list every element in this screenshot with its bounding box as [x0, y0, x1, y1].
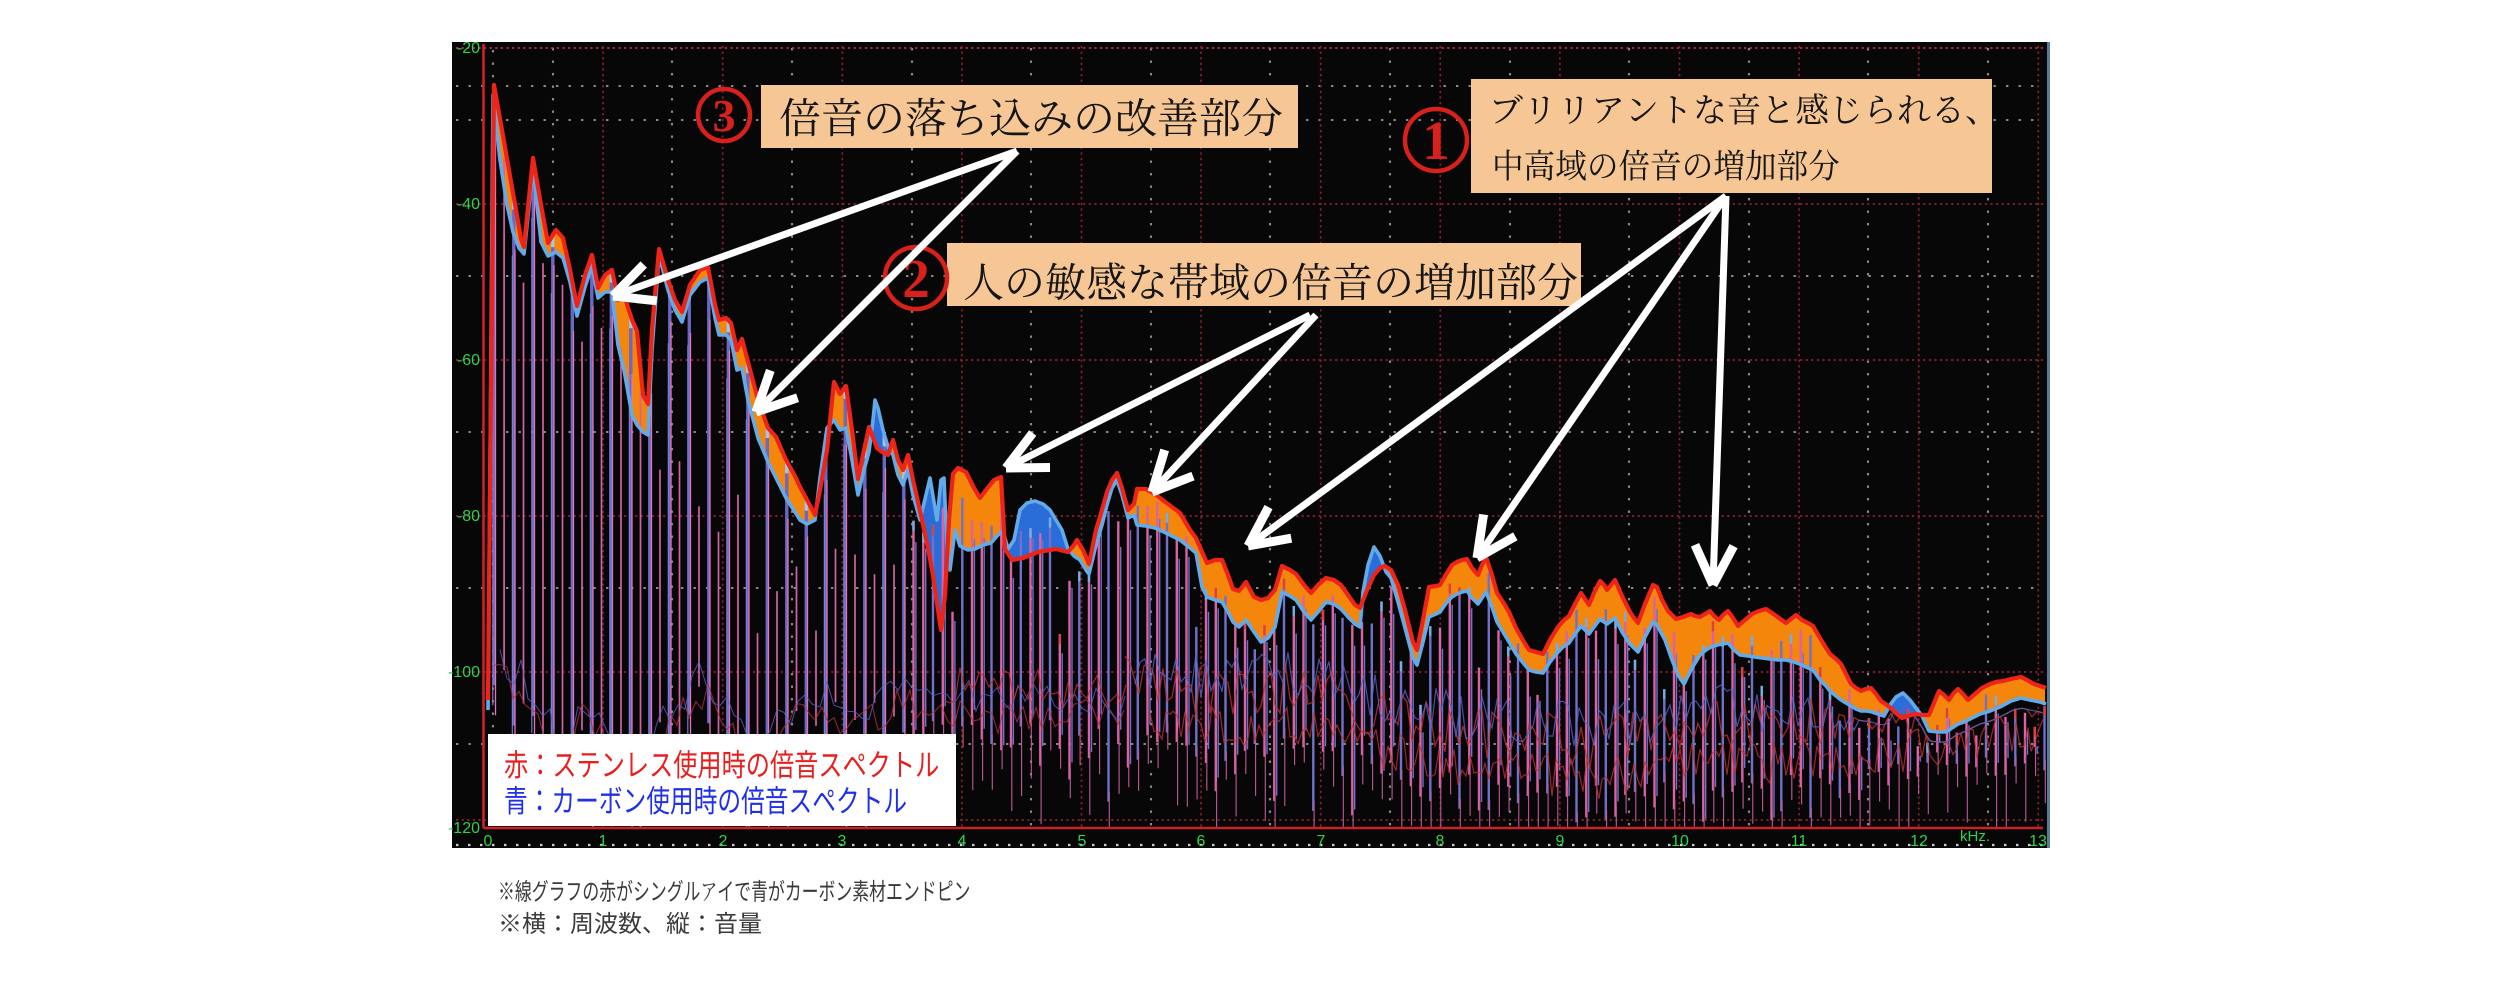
svg-text:-40: -40 [457, 196, 480, 213]
svg-text:4: 4 [958, 833, 967, 850]
svg-text:12: 12 [1910, 833, 1928, 850]
svg-text:3: 3 [713, 90, 736, 141]
svg-text:kHz.: kHz. [1960, 828, 1990, 845]
svg-text:7: 7 [1317, 833, 1326, 850]
svg-text:8: 8 [1436, 833, 1445, 850]
svg-text:3: 3 [838, 833, 847, 850]
svg-text:2: 2 [719, 833, 728, 850]
svg-text:10: 10 [1671, 833, 1689, 850]
svg-text:9: 9 [1556, 833, 1565, 850]
svg-text:1: 1 [599, 833, 608, 850]
svg-text:0: 0 [484, 833, 493, 850]
svg-text:-80: -80 [457, 508, 480, 525]
svg-text:-60: -60 [457, 352, 480, 369]
svg-text:1: 1 [1422, 110, 1450, 171]
svg-text:5: 5 [1078, 833, 1087, 850]
svg-text:11: 11 [1791, 833, 1808, 850]
svg-text:-20: -20 [457, 40, 480, 57]
svg-text:6: 6 [1197, 833, 1206, 850]
svg-text:13: 13 [2029, 833, 2047, 850]
svg-text:-120: -120 [448, 820, 480, 837]
svg-text:-100: -100 [448, 664, 480, 681]
